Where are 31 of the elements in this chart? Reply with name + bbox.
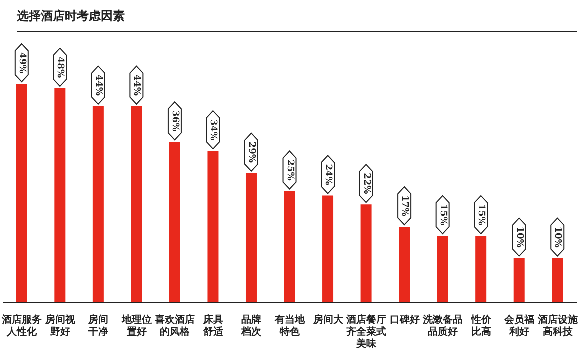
x-tick-label: 酒店设施高科技 [536,314,579,338]
x-tick-label: 喜欢酒店的风格 [154,314,196,338]
data-label: 15% [438,204,448,226]
x-tick-label: 性价比高 [470,314,492,338]
data-label: 10% [552,226,563,248]
x-tick-label: 有当地特色 [274,314,306,338]
data-label: 36% [170,110,180,132]
x-tick-label: 品牌档次 [240,314,263,338]
x-tick-label: 房间视野好 [44,314,76,338]
data-label: 25% [284,160,295,182]
x-tick-label: 酒店服务人性化 [1,314,42,338]
x-tick-label: 会员福利好 [504,314,535,338]
data-label: 29% [246,142,256,164]
x-tick-label: 洗漱备品品质好 [422,314,464,338]
data-label: 48% [55,56,66,78]
data-label: 10% [514,226,524,248]
x-tick-label: 地理位置好 [120,314,152,338]
data-label: 34% [208,120,218,142]
x-tick-label: 口碑好 [390,314,420,326]
x-tick-label: 酒店餐厅齐全菜式美味 [346,314,387,349]
data-label: 49% [16,52,27,74]
data-label: 44% [132,74,142,96]
data-label: 24% [323,164,334,186]
chart-title: 选择酒店时考虑因素 [17,8,125,25]
x-tick-label: 房间干净 [88,314,109,338]
data-label: 44% [93,74,104,96]
data-label: 22% [361,173,372,195]
x-tick-label: 床具舒适 [202,314,224,338]
data-label: 17% [400,195,410,218]
data-label: 15% [476,204,486,226]
x-tick-label: 房间大 [312,314,344,326]
